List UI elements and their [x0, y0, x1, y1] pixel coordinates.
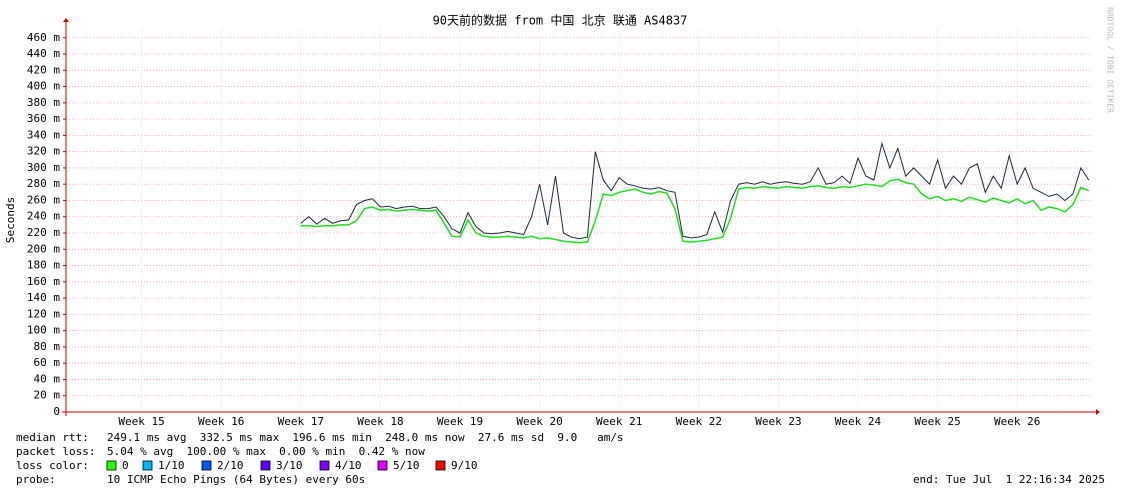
y-tick-label: 340 m [27, 128, 60, 141]
legend-swatch [377, 460, 388, 471]
legend-swatch [201, 460, 212, 471]
y-tick-label: 180 m [27, 259, 60, 272]
legend-text: 4/10 [335, 459, 362, 472]
stats-label: median rtt: [16, 431, 89, 444]
chart-title: 90天前的数据 from 中国 北京 联通 AS4837 [433, 13, 688, 28]
probe-text: 10 ICMP Echo Pings (64 Bytes) every 60s [107, 473, 365, 486]
legend-label: loss color: [16, 459, 89, 472]
y-tick-label: 80 m [34, 340, 61, 353]
x-tick-label: Week 19 [437, 415, 483, 428]
y-tick-label: 460 m [27, 31, 60, 44]
x-tick-label: Week 20 [516, 415, 562, 428]
legend-text: 3/10 [276, 459, 303, 472]
y-tick-label: 240 m [27, 210, 60, 223]
legend-text: 0 [122, 459, 129, 472]
legend-swatch [106, 460, 117, 471]
y-tick-label: 420 m [27, 63, 60, 76]
y-tick-label: 360 m [27, 112, 60, 125]
x-tick-label: Week 17 [278, 415, 324, 428]
y-tick-label: 20 m [34, 389, 61, 402]
series-line [300, 178, 1090, 244]
legend-swatch [142, 460, 153, 471]
end-time: end: Tue Jul 1 22:16:34 2025 [913, 473, 1105, 486]
series-line [300, 141, 1090, 240]
y-tick-label: 300 m [27, 161, 60, 174]
y-tick-label: 140 m [27, 291, 60, 304]
x-tick-label: Week 22 [676, 415, 722, 428]
x-tick-label: Week 26 [994, 415, 1040, 428]
legend-text: 5/10 [393, 459, 420, 472]
legend-swatch [319, 460, 330, 471]
legend-swatch [435, 460, 446, 471]
watermark: RRDTOOL / TOBI OETIKER [1106, 7, 1115, 113]
legend-text: 9/10 [451, 459, 478, 472]
y-tick-label: 440 m [27, 47, 60, 60]
y-tick-label: 220 m [27, 226, 60, 239]
x-tick-label: Week 16 [198, 415, 244, 428]
y-tick-label: 320 m [27, 145, 60, 158]
y-tick-label: 100 m [27, 324, 60, 337]
x-tick-label: Week 24 [835, 415, 882, 428]
x-tick-label: Week 15 [118, 415, 164, 428]
probe-label: probe: [16, 473, 56, 486]
axis-arrow [63, 18, 69, 22]
x-tick-label: Week 25 [914, 415, 960, 428]
legend-text: 1/10 [158, 459, 185, 472]
y-tick-label: 400 m [27, 80, 60, 93]
legend-swatch [260, 460, 271, 471]
y-tick-label: 0 [53, 405, 60, 418]
y-tick-label: 120 m [27, 307, 60, 320]
y-tick-label: 40 m [34, 372, 61, 385]
y-tick-label: 260 m [27, 193, 60, 206]
stats-label: packet loss: [16, 445, 95, 458]
y-tick-label: 200 m [27, 242, 60, 255]
x-tick-label: Week 23 [755, 415, 801, 428]
x-tick-label: Week 18 [357, 415, 403, 428]
y-tick-label: 160 m [27, 275, 60, 288]
axis-arrow [1096, 409, 1100, 415]
stats-text: 249.1 ms avg 332.5 ms max 196.6 ms min 2… [107, 431, 624, 444]
legend-text: 2/10 [217, 459, 244, 472]
y-tick-label: 60 m [34, 356, 61, 369]
y-axis-label: Seconds [4, 197, 17, 243]
x-tick-label: Week 21 [596, 415, 642, 428]
y-tick-label: 380 m [27, 96, 60, 109]
y-tick-label: 280 m [27, 177, 60, 190]
stats-text: 5.04 % avg 100.00 % max 0.00 % min 0.42 … [107, 445, 425, 458]
